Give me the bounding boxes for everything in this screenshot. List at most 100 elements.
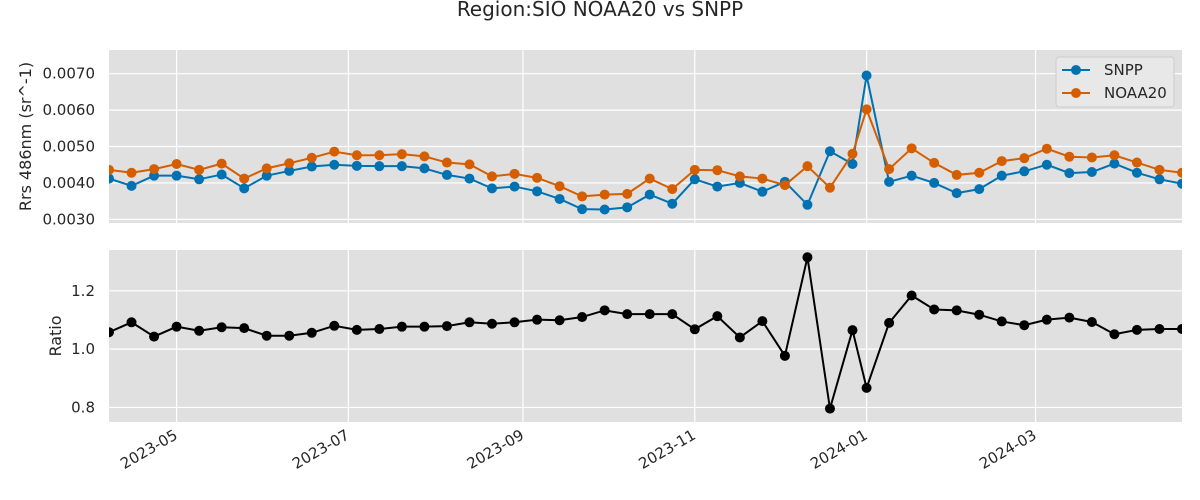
y-tick-label: 0.0040 xyxy=(43,174,96,192)
snpp-series-point xyxy=(1109,158,1120,169)
snpp-series-point xyxy=(861,70,872,81)
x-tick-label: 2023-09 xyxy=(464,426,527,473)
noaa20-series-point xyxy=(261,163,272,174)
snpp-series-point xyxy=(622,202,633,213)
noaa20-series-point xyxy=(1041,143,1052,154)
x-tick-label: 2023-07 xyxy=(289,426,352,473)
snpp-series-point xyxy=(599,204,610,215)
noaa20-series-point xyxy=(622,188,633,199)
noaa20-series-point xyxy=(109,164,114,175)
ratio-series-point xyxy=(906,290,917,301)
snpp-series-point xyxy=(712,181,723,192)
snpp-series-point xyxy=(824,146,835,157)
ratio-series-point xyxy=(757,316,768,327)
ratio-series-point xyxy=(419,321,430,332)
ratio-series-point xyxy=(667,309,678,320)
snpp-series-point xyxy=(487,183,498,194)
ratio-series-point xyxy=(396,321,407,332)
noaa20-series-point xyxy=(884,164,895,175)
snpp-series-point xyxy=(951,188,962,199)
noaa20-series-point xyxy=(734,171,745,182)
noaa20-series-point xyxy=(1109,150,1120,161)
chart-title: Region:SIO NOAA20 vs SNPP xyxy=(457,0,743,21)
legend-label: NOAA20 xyxy=(1104,84,1167,102)
noaa20-series-point xyxy=(824,182,835,193)
noaa20-series-point xyxy=(374,150,385,161)
snpp-series-point xyxy=(329,159,340,170)
snpp-series-point xyxy=(996,170,1007,181)
snpp-series-point xyxy=(171,170,182,181)
legend-marker xyxy=(1071,88,1081,98)
noaa20-series-point xyxy=(419,151,430,162)
snpp-series-point xyxy=(929,177,940,188)
noaa20-series-point xyxy=(396,149,407,160)
noaa20-series-point xyxy=(1064,151,1075,162)
snpp-series-point xyxy=(284,165,295,176)
noaa20-series-point xyxy=(509,168,520,179)
noaa20-series-point xyxy=(1177,167,1182,178)
snpp-series-point xyxy=(464,173,475,184)
ratio-series-point xyxy=(1131,324,1142,335)
ratio-series-point xyxy=(861,382,872,393)
noaa20-series-point xyxy=(599,189,610,200)
noaa20-series-point xyxy=(441,157,452,168)
noaa20-series-point xyxy=(577,191,588,202)
x-tick-label: 2023-05 xyxy=(117,426,180,473)
ratio-series-point xyxy=(802,252,813,263)
snpp-series-point xyxy=(1019,166,1030,177)
noaa20-series-point xyxy=(126,167,137,178)
ratio-series-point xyxy=(194,325,205,336)
noaa20-series-point xyxy=(712,165,723,176)
y-tick-label: 0.0050 xyxy=(43,138,96,156)
noaa20-series-point xyxy=(1131,157,1142,168)
snpp-series-point xyxy=(644,189,655,200)
legend: SNPP NOAA20 xyxy=(1055,56,1175,108)
ratio-series-point xyxy=(929,304,940,315)
y-tick-label: 0.0070 xyxy=(43,65,96,83)
ratio-series-point xyxy=(284,330,295,341)
snpp-series-point xyxy=(239,183,250,194)
noaa20-series-point xyxy=(667,184,678,195)
ratio-series-point xyxy=(1177,324,1182,335)
ratio-series-point xyxy=(306,327,317,338)
ratio-series-point xyxy=(329,320,340,331)
snpp-series-point xyxy=(1154,174,1165,185)
snpp-series-point xyxy=(1086,167,1097,178)
ratio-series-point xyxy=(712,311,723,322)
ratio-series-point xyxy=(734,332,745,343)
snpp-series-point xyxy=(1177,178,1182,189)
noaa20-series-point xyxy=(487,171,498,182)
noaa20-series-point xyxy=(1086,152,1097,163)
noaa20-series-point xyxy=(996,156,1007,167)
snpp-series-point xyxy=(419,163,430,174)
ratio-series-point xyxy=(1041,314,1052,325)
y-axis-label: Rrs 486nm (sr^-1) xyxy=(16,62,35,211)
ratio-series-point xyxy=(216,322,227,333)
ratio-series-point xyxy=(441,321,452,332)
ratio-series-point xyxy=(1109,329,1120,340)
ratio-series-point xyxy=(951,305,962,316)
ratio-series-point xyxy=(351,324,362,335)
ratio-series-point xyxy=(464,317,475,328)
ratio-series-point xyxy=(239,323,250,334)
snpp-series-point xyxy=(532,186,543,197)
ratio-series-point xyxy=(509,317,520,328)
y-tick-label: 0.0060 xyxy=(43,101,96,119)
snpp-series-point xyxy=(261,170,272,181)
snpp-series-point xyxy=(689,174,700,185)
snpp-series-point xyxy=(351,160,362,171)
snpp-series-point xyxy=(974,184,985,195)
noaa20-series-point xyxy=(149,164,160,175)
legend-item-noaa20: NOAA20 xyxy=(1062,84,1167,102)
snpp-series-point xyxy=(441,169,452,180)
snpp-series-point xyxy=(554,193,565,204)
snpp-series-point xyxy=(1041,159,1052,170)
snpp-series-point xyxy=(884,176,895,187)
snpp-series-point xyxy=(847,158,858,169)
noaa20-series-point xyxy=(532,172,543,183)
noaa20-series-point xyxy=(171,158,182,169)
snpp-series-point xyxy=(109,173,114,184)
ratio-series-point xyxy=(689,324,700,335)
x-tick-label: 2024-01 xyxy=(807,426,870,473)
